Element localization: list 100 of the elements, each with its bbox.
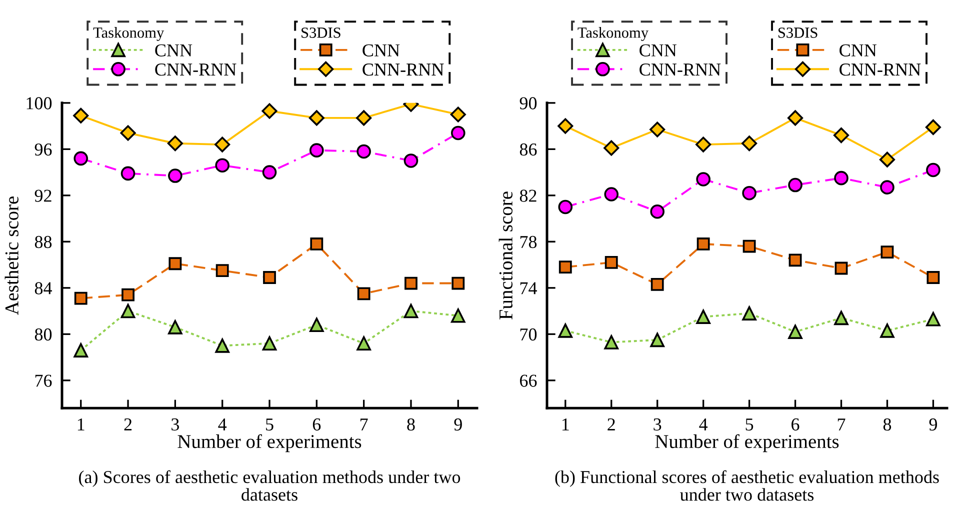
legend-label: CNN-RNN [362,64,444,76]
point [787,110,804,126]
point [604,187,619,202]
point [357,287,370,300]
point [880,324,894,338]
point [74,151,88,166]
legend-label: CNN-RNN [155,64,236,76]
x-tick-label: 6 [312,418,321,431]
x-axis-title: Number of experiments [655,434,839,452]
point [696,172,710,186]
point [356,110,372,126]
point [604,335,619,350]
x-tick-label: 9 [454,418,462,431]
point [262,165,277,180]
point [742,240,756,253]
point [404,304,418,318]
x-tick-label: 8 [883,418,892,431]
point [834,310,848,326]
point [834,170,848,186]
point [74,292,88,305]
point [450,308,466,323]
y-tick-label: 92 [34,190,52,202]
x-tick-label: 4 [218,418,227,430]
legend-label: CNN [362,44,400,56]
point [120,125,136,141]
x-tick-label: 5 [266,418,274,431]
point [262,336,277,351]
y-tick-label: 96 [34,143,52,156]
y-axis-title: Aesthetic score [4,196,18,315]
point [880,180,894,194]
point [168,168,182,183]
x-tick-label: 5 [746,418,754,431]
point [216,264,229,278]
y-tick-label: 66 [520,374,537,387]
point [122,288,134,302]
point [308,110,324,126]
point [558,260,572,274]
y-tick-label: 90 [520,97,537,110]
legend-label: CNN-RNN [840,64,921,76]
x-tick-label: 1 [78,418,84,430]
point [558,324,573,338]
y-tick-label: 74 [520,282,537,294]
point [168,320,182,334]
point [925,119,941,135]
point [263,271,276,284]
text: (a) Scores of aesthetic evaluation methods under two datasets [79,470,460,501]
text: S3DIS [778,28,818,38]
y-tick-label: 80 [34,328,52,341]
text: Taskonomy [578,27,648,41]
x-tick-label: 6 [792,418,800,431]
point [788,254,802,267]
x-tick-label: 1 [562,418,569,430]
x-tick-label: 2 [608,418,615,430]
point [450,106,466,122]
point [788,324,802,339]
point [696,136,712,152]
y-tick-label: 70 [520,328,537,341]
point [650,278,664,291]
point [880,246,894,259]
point [558,118,574,134]
legend-label: CNN [155,44,192,56]
point [650,122,666,138]
x-tick-label: 2 [124,418,132,430]
point [696,238,710,250]
point [926,162,940,178]
x-axis-title: Number of experiments [178,434,362,452]
x-tick-label: 4 [699,418,708,430]
y-tick-label: 86 [520,143,537,156]
x-tick-label: 3 [654,418,662,431]
point [833,128,850,144]
point [650,332,664,348]
point [742,306,756,320]
text: S3DIS [302,28,340,38]
point [696,310,710,324]
point [926,312,940,326]
y-tick-label: 100 [26,97,52,110]
point [604,256,618,269]
point [167,136,183,152]
x-tick-label: 8 [407,418,415,431]
legend-label: CNN [840,44,877,56]
y-tick-label: 82 [520,190,536,202]
x-tick-label: 7 [360,418,368,430]
point [74,343,88,358]
point [879,152,896,168]
point [650,204,664,219]
text: Taskonomy [93,27,164,41]
point [558,200,573,214]
point [215,158,230,173]
point [310,143,324,158]
point [215,338,230,353]
point [742,186,756,200]
point [742,136,758,152]
y-tick-label: 88 [34,236,52,248]
point [214,136,230,152]
point [120,166,136,181]
point [262,103,278,119]
point [120,304,136,318]
point [926,271,940,284]
point [310,318,324,332]
point [404,154,418,168]
